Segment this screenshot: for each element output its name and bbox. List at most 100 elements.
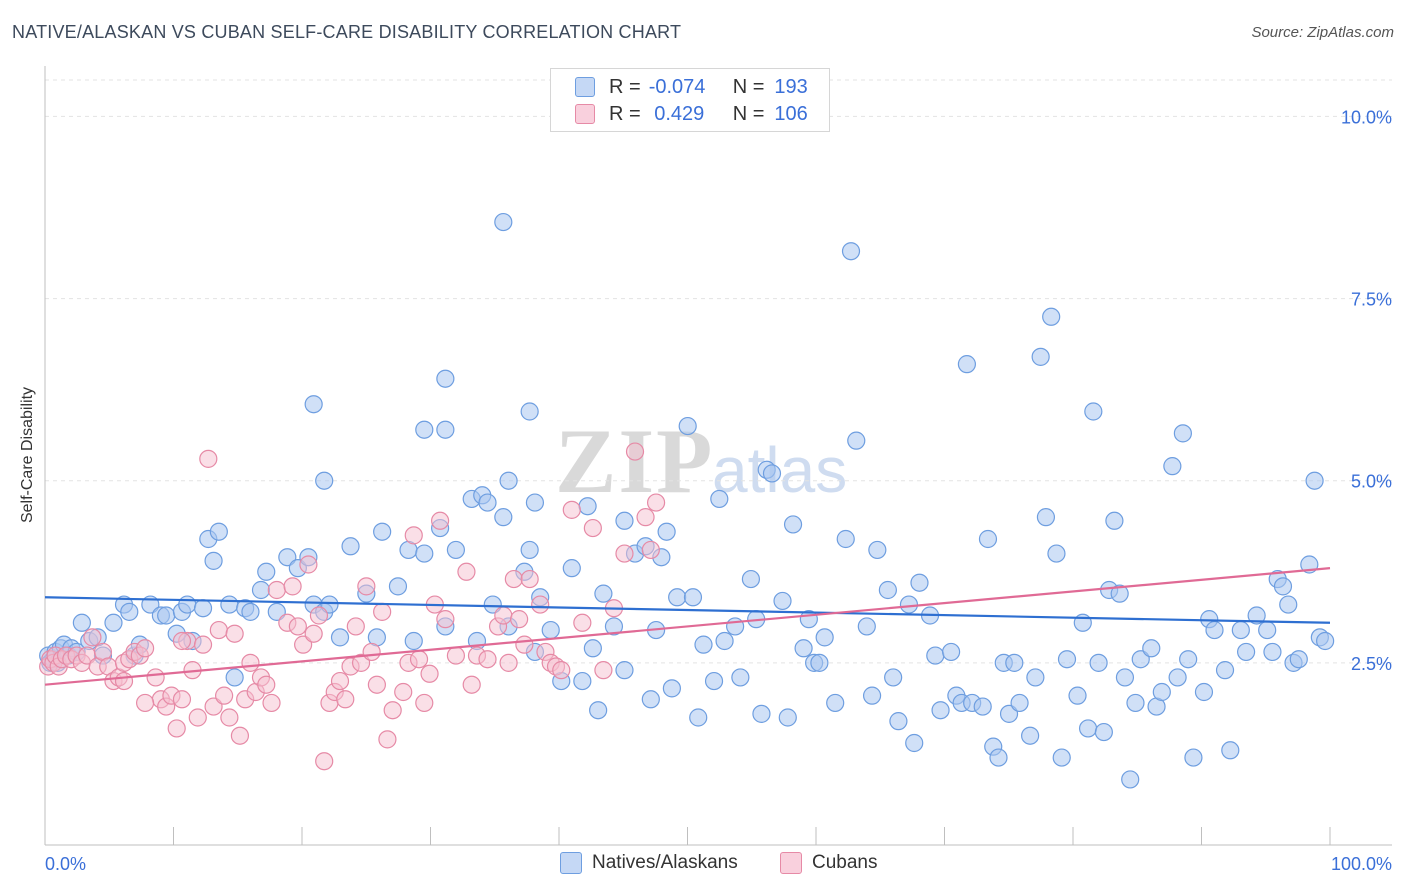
data-point-native: [615, 661, 634, 680]
series-legend: Natives/Alaskans Cubans: [0, 850, 1406, 880]
data-point-native: [1094, 722, 1113, 742]
data-point-cuban: [309, 606, 329, 625]
legend-swatch-pink: [575, 104, 595, 124]
data-point-native: [941, 642, 961, 662]
data-point-native: [494, 212, 513, 232]
data-point-native: [1247, 606, 1266, 625]
data-point-native: [868, 540, 887, 560]
x-tick-label: 100.0%: [1331, 854, 1392, 874]
data-point-cuban: [625, 442, 645, 461]
data-point-native: [847, 431, 866, 450]
data-point-native: [1021, 726, 1040, 745]
data-point-native: [520, 540, 539, 560]
legend-n-label: N =: [732, 75, 765, 98]
data-point-cuban: [594, 661, 613, 680]
data-point-native: [815, 628, 834, 647]
data-point-native: [1263, 642, 1282, 662]
legend-item-cubans[interactable]: Cubans: [780, 852, 878, 874]
data-point-cuban: [383, 701, 402, 720]
data-point-native: [315, 471, 334, 490]
y-tick-label: 5.0%: [1351, 472, 1392, 492]
trend-line-natives: [44, 596, 1331, 624]
data-point-cuban: [415, 693, 434, 713]
data-point-cuban: [583, 518, 602, 538]
data-point-cuban: [351, 653, 371, 672]
data-point-native: [241, 602, 260, 621]
data-point-native: [583, 639, 602, 658]
data-point-cuban: [562, 500, 581, 519]
legend-item-natives[interactable]: Natives/Alaskans: [560, 852, 738, 874]
data-point-native: [257, 562, 276, 581]
source-label: Source: ZipAtlas.com: [1251, 24, 1394, 41]
data-point-cuban: [394, 682, 413, 702]
legend-swatch-pink: [780, 852, 802, 874]
data-point-native: [1078, 719, 1098, 738]
data-point-native: [1105, 511, 1124, 530]
data-point-native: [204, 551, 223, 570]
data-point-cuban: [199, 449, 218, 468]
data-point-native: [794, 639, 813, 658]
data-point-native: [415, 420, 434, 439]
legend-row-cubans: R = 0.429 N = 106: [575, 101, 808, 127]
data-point-native: [499, 471, 518, 490]
data-point-native: [657, 522, 676, 541]
data-point-native: [689, 708, 708, 727]
data-point-native: [220, 595, 239, 614]
data-point-native: [1237, 642, 1256, 662]
trend-line-cubans: [44, 567, 1331, 686]
data-point-native: [1121, 770, 1140, 789]
data-point-cuban: [552, 661, 571, 680]
data-point-cuban: [304, 624, 323, 643]
data-point-native: [1068, 686, 1087, 705]
legend-label-natives: Natives/Alaskans: [592, 852, 738, 873]
data-point-cuban: [520, 569, 539, 589]
data-point-cuban: [646, 493, 666, 512]
data-point-native: [615, 511, 634, 530]
data-point-native: [862, 686, 882, 705]
trend-lines: [44, 567, 1331, 686]
data-point-native: [1273, 577, 1293, 596]
data-point-native: [926, 646, 945, 665]
data-point-cuban: [193, 635, 213, 654]
data-point-cuban: [504, 569, 523, 589]
data-point-native: [1142, 639, 1161, 658]
data-point-native: [1184, 748, 1203, 767]
data-point-native: [1005, 653, 1024, 672]
gridlines: [45, 79, 1392, 664]
data-point-native: [731, 668, 750, 687]
data-point-cuban: [172, 690, 192, 709]
data-point-native: [1031, 347, 1050, 366]
data-point-native: [104, 613, 123, 632]
data-point-cuban: [288, 617, 307, 636]
data-point-native: [1047, 544, 1066, 563]
data-point-native: [72, 613, 91, 632]
data-point-native: [1231, 620, 1250, 640]
data-point-cuban: [373, 602, 392, 621]
data-point-cuban: [267, 580, 286, 600]
data-point-native: [778, 708, 797, 727]
data-point-native: [1194, 682, 1214, 702]
data-point-native: [899, 595, 919, 614]
data-point-cuban: [436, 610, 455, 629]
data-point-native: [715, 631, 734, 651]
data-point-native: [562, 559, 581, 578]
data-point-cuban: [225, 624, 244, 643]
y-tick-label: 10.0%: [1341, 107, 1392, 127]
data-point-native: [1305, 471, 1324, 490]
data-point-native: [157, 606, 176, 625]
data-point-native: [668, 588, 687, 607]
data-point-cuban: [478, 650, 497, 669]
data-point-native: [525, 493, 545, 512]
data-point-native: [710, 489, 729, 509]
data-point-native: [973, 697, 992, 716]
data-point-native: [931, 701, 950, 720]
data-point-native: [1279, 595, 1298, 614]
data-point-native: [1084, 402, 1103, 421]
data-point-native: [1026, 668, 1045, 687]
data-point-cuban: [167, 719, 186, 738]
data-point-native: [704, 671, 724, 691]
data-point-native: [578, 497, 597, 516]
axes: [44, 66, 1392, 846]
data-point-native: [1258, 620, 1277, 640]
data-point-cuban: [257, 675, 276, 694]
